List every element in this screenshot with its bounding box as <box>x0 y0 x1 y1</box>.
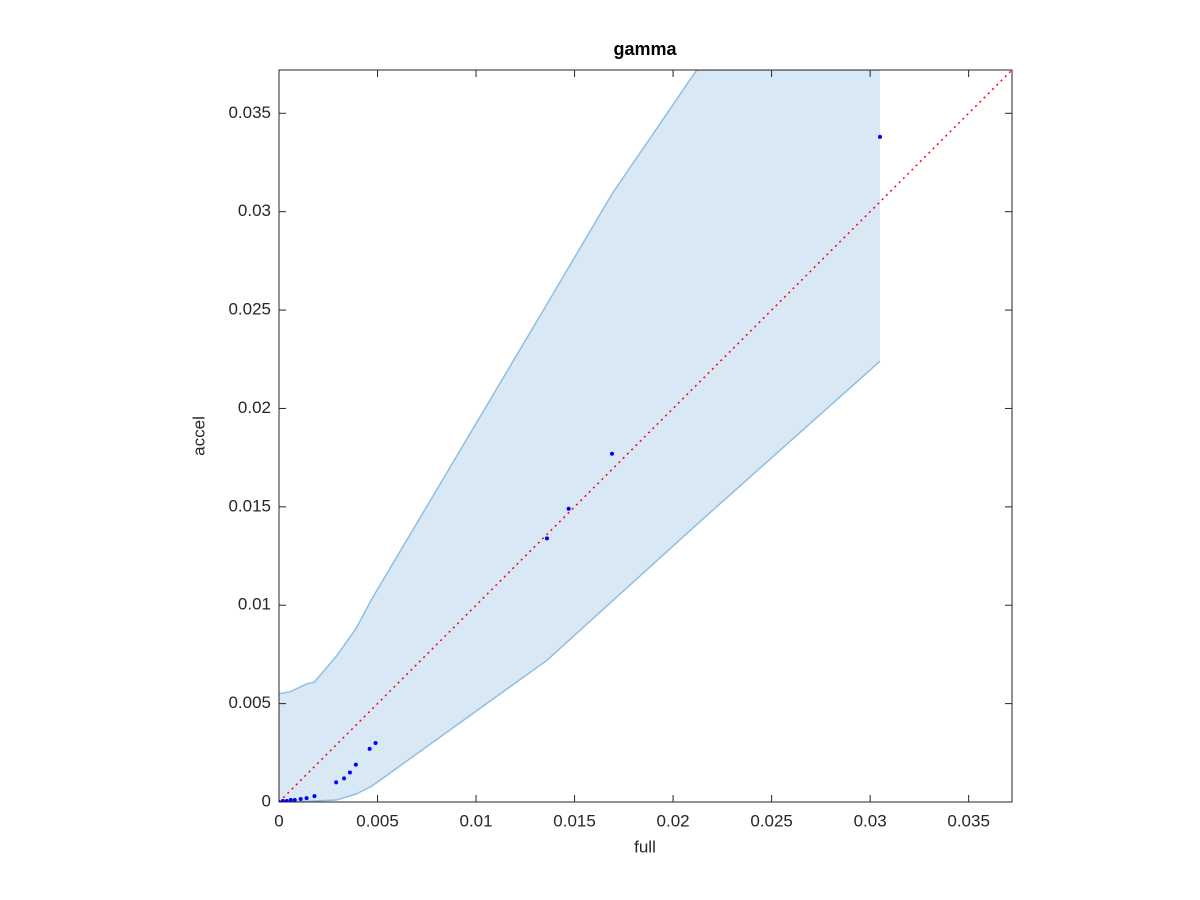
data-point <box>373 740 378 745</box>
x-tick-label: 0.025 <box>750 811 793 830</box>
data-point <box>877 134 882 139</box>
data-point <box>292 798 297 802</box>
data-point <box>566 506 571 511</box>
data-point <box>610 451 615 456</box>
data-point <box>288 798 293 802</box>
x-tick-label: 0.02 <box>657 811 690 830</box>
y-axis-label: accel <box>189 416 208 456</box>
axes-box <box>278 69 1013 803</box>
reference-line <box>279 70 1012 802</box>
data-point <box>347 770 352 775</box>
y-tick-label: 0.015 <box>228 496 271 515</box>
y-tick-label: 0.01 <box>238 595 271 614</box>
data-point <box>298 797 303 802</box>
y-tick-label: 0.035 <box>228 103 271 122</box>
data-point <box>342 776 347 781</box>
x-axis-label: full <box>634 837 656 856</box>
band-upper <box>279 70 880 695</box>
data-point <box>304 796 309 801</box>
chart-title: gamma <box>613 39 677 59</box>
x-tick-label: 0 <box>274 811 283 830</box>
data-point <box>367 746 372 751</box>
confidence-band <box>279 70 880 802</box>
y-tick-label: 0.03 <box>238 201 271 220</box>
x-tick-label: 0.015 <box>553 811 596 830</box>
data-point <box>544 536 549 541</box>
y-tick-label: 0.02 <box>238 398 271 417</box>
x-tick-label: 0.03 <box>854 811 887 830</box>
plot-area <box>279 70 1012 802</box>
data-point <box>280 799 285 802</box>
data-point <box>353 762 358 767</box>
x-tick-label: 0.005 <box>356 811 399 830</box>
y-tick-label: 0.005 <box>228 693 271 712</box>
data-point <box>284 799 289 802</box>
y-tick-label: 0.025 <box>228 300 271 319</box>
x-tick-label: 0.035 <box>947 811 990 830</box>
data-point <box>312 794 317 799</box>
data-point <box>334 780 339 785</box>
x-tick-label: 0.01 <box>459 811 492 830</box>
y-tick-label: 0 <box>262 791 271 810</box>
